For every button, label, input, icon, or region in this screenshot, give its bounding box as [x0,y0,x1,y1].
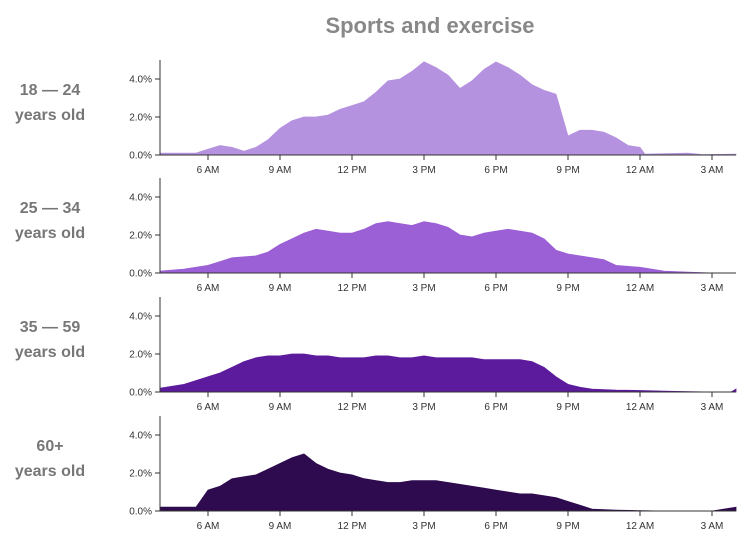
y-tick-label: 0.0% [129,388,152,399]
x-tick-label: 3 PM [412,165,435,176]
y-tick-label: 2.0% [129,231,152,242]
x-tick-label: 9 AM [269,402,292,413]
x-tick-label: 6 AM [197,283,220,294]
x-tick-label: 6 AM [197,521,220,532]
x-tick-label: 12 AM [626,165,654,176]
x-tick-label: 9 PM [556,165,579,176]
y-tick-label: 0.0% [129,151,152,162]
x-tick-label: 3 AM [701,402,724,413]
x-tick-label: 9 PM [556,283,579,294]
x-tick-label: 12 AM [626,283,654,294]
y-tick-label: 0.0% [129,269,152,280]
row-label-line1: 35 — 59 [20,319,81,336]
x-tick-label: 9 AM [269,283,292,294]
x-tick-label: 9 AM [269,521,292,532]
x-tick-label: 3 PM [412,402,435,413]
x-tick-label: 6 PM [484,283,507,294]
chart-title: Sports and exercise [325,13,534,38]
y-tick-label: 2.0% [129,113,152,124]
panel-2: 0.0% 2.0% 4.0% 6 AM 9 AM 12 PM 3 PM 6 PM 9 PM 12 … [15,178,736,294]
x-tick-label: 9 AM [269,165,292,176]
row-label-line1: 60+ [36,438,63,455]
row-label-line2: years old [15,225,85,242]
x-tick-label: 12 PM [338,283,367,294]
series-area-1 [159,61,737,156]
x-tick-label: 9 PM [556,402,579,413]
y-tick-label: 4.0% [129,312,152,323]
row-label-line1: 25 — 34 [20,200,81,217]
row-label-line2: years old [15,463,85,480]
x-tick-label: 3 AM [701,283,724,294]
x-tick-label: 3 PM [412,521,435,532]
x-tick-label: 3 AM [701,165,724,176]
y-tick-label: 0.0% [129,507,152,518]
y-tick-label: 4.0% [129,75,152,86]
panel-3: 0.0% 2.0% 4.0% 6 AM 9 AM 12 PM 3 PM 6 PM 9 PM 12 … [15,297,737,413]
x-tick-label: 9 PM [556,521,579,532]
chart-panels: 0.0% 2.0% 4.0% 6 AM 9 AM 12 PM 3 PM 6 PM 9 PM 12 … [15,60,737,532]
x-tick-label: 12 PM [338,165,367,176]
x-tick-label: 12 AM [626,521,654,532]
row-label-line2: years old [15,107,85,124]
series-area-3 [159,353,737,393]
x-tick-label: 6 PM [484,521,507,532]
x-tick-label: 3 PM [412,283,435,294]
y-tick-label: 4.0% [129,431,152,442]
series-area-4 [159,453,737,512]
row-label-line2: years old [15,344,85,361]
y-tick-label: 2.0% [129,469,152,480]
series-area-2 [159,221,736,274]
x-tick-label: 6 AM [197,165,220,176]
x-tick-label: 6 AM [197,402,220,413]
row-label-line1: 18 — 24 [20,82,81,99]
panel-4: 0.0% 2.0% 4.0% 6 AM 9 AM 12 PM 3 PM 6 PM 9 PM 12 … [15,416,737,532]
panel-1: 0.0% 2.0% 4.0% 6 AM 9 AM 12 PM 3 PM 6 PM 9 PM 12 … [15,60,737,176]
x-tick-label: 3 AM [701,521,724,532]
x-tick-label: 12 AM [626,402,654,413]
x-tick-label: 6 PM [484,165,507,176]
y-tick-label: 4.0% [129,193,152,204]
x-tick-label: 12 PM [338,402,367,413]
x-tick-label: 6 PM [484,402,507,413]
x-tick-label: 12 PM [338,521,367,532]
y-tick-label: 2.0% [129,350,152,361]
